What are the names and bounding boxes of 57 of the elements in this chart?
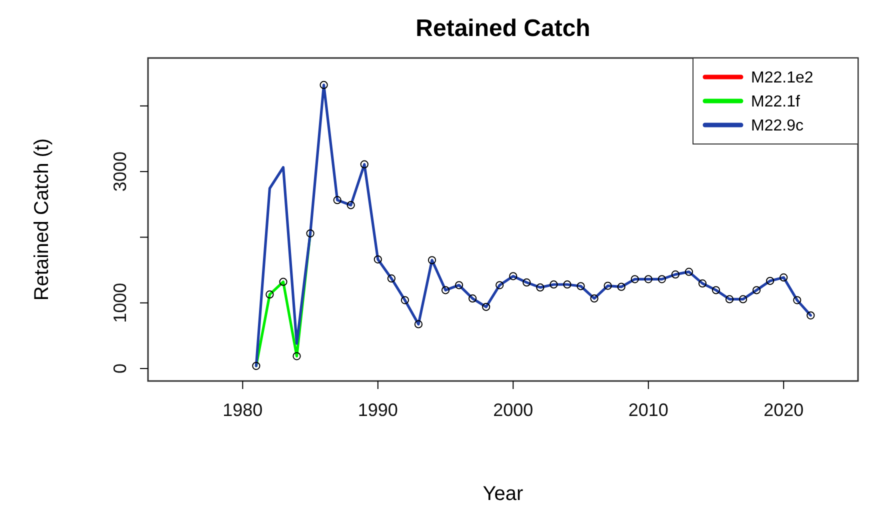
y-tick-label: 0	[110, 364, 130, 374]
y-tick-label: 3000	[110, 152, 130, 192]
x-axis-title: Year	[482, 483, 524, 505]
point	[252, 362, 260, 370]
point	[468, 294, 477, 303]
x-tick-label: 1990	[358, 400, 398, 420]
point	[684, 268, 694, 276]
chart-title: Retained Catch	[416, 15, 590, 42]
point	[766, 276, 774, 285]
point	[509, 272, 518, 280]
point	[780, 273, 788, 282]
y-tick-label: 1000	[110, 282, 130, 323]
point	[279, 278, 288, 286]
point	[320, 80, 328, 90]
point	[793, 296, 802, 304]
point	[698, 279, 707, 288]
x-tick-label: 2000	[493, 400, 534, 420]
point	[374, 255, 382, 264]
point	[738, 295, 748, 304]
point	[360, 160, 368, 168]
point	[806, 311, 815, 320]
point	[550, 280, 558, 289]
point	[482, 302, 490, 311]
point	[333, 196, 342, 204]
point	[454, 281, 464, 290]
y-axis-title: Retained Catch (t)	[31, 138, 53, 301]
legend-label: M22.1f	[751, 94, 800, 111]
point	[496, 281, 504, 290]
point	[617, 282, 626, 291]
point	[414, 320, 423, 328]
point	[712, 286, 720, 294]
point	[658, 275, 666, 284]
point	[292, 352, 301, 360]
point	[441, 286, 450, 294]
point	[752, 286, 761, 294]
point	[536, 283, 544, 292]
point	[428, 256, 436, 264]
point	[671, 270, 680, 279]
x-tick-label: 1980	[222, 400, 263, 420]
point	[346, 201, 355, 210]
legend-label: M22.9c	[751, 118, 804, 135]
legend-label: M22.1e2	[751, 70, 814, 87]
point	[387, 274, 396, 283]
x-tick-label: 2010	[628, 400, 668, 420]
point	[576, 282, 585, 290]
point	[644, 275, 652, 284]
point	[266, 290, 274, 299]
point	[725, 295, 734, 304]
point	[400, 296, 410, 304]
point	[306, 229, 314, 238]
x-tick-label: 2020	[764, 400, 804, 420]
point	[522, 278, 531, 287]
line-series	[254, 84, 812, 368]
point	[563, 280, 572, 289]
point	[604, 282, 612, 290]
point	[590, 294, 598, 303]
point	[630, 275, 639, 284]
